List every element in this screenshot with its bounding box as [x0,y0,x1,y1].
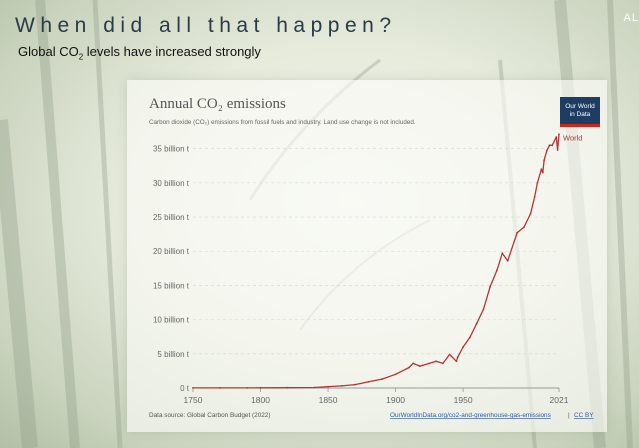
data-point [545,149,548,152]
x-tick-label: 1900 [386,395,405,405]
data-point [354,383,356,386]
source-link[interactable]: OurWorldInData.org/co2-and-greenhouse-ga… [390,412,551,419]
data-point [548,144,551,147]
data-point [219,387,221,389]
data-point [340,385,343,387]
slide-subtitle: Global CO2 levels have increased strongl… [18,44,261,62]
data-point [529,212,532,215]
data-point [558,133,560,136]
data-point [482,308,485,311]
data-point [448,353,451,356]
slide-title: When did all that happen? [15,14,397,37]
co2-chart: Annual CO₂ emissions Carbon dioxide (CO₂… [149,96,594,419]
y-tick-label: 15 billion t [153,281,190,290]
data-point [540,168,543,171]
data-point [246,387,248,389]
data-point [412,362,414,365]
y-tick-label: 30 billion t [153,179,190,188]
data-point [462,346,464,348]
grid-lines [193,148,559,389]
data-point [381,378,383,380]
data-point [286,386,289,389]
y-tick-label: 20 billion t [153,247,190,256]
subtitle-suffix: levels have increased strongly [83,44,261,59]
owid-logo[interactable]: Our World in Data [560,97,600,127]
data-point [313,386,316,389]
data-point [536,182,539,184]
chart-title: Annual CO₂ emissions [149,96,286,112]
x-tick-label: 2021 [550,395,569,405]
data-point [496,269,498,272]
data-point [259,386,262,389]
subtitle-subscript: 2 [78,52,84,62]
license-link[interactable]: CC BY [574,412,594,419]
data-point [475,322,478,325]
data-point [408,366,410,369]
data-point [419,365,421,367]
y-tick-label: 10 billion t [153,316,190,325]
data-point [551,144,554,147]
data-point [421,364,424,367]
x-tick-label: 1750 [184,395,203,405]
subtitle-prefix: Global CO [18,44,79,59]
data-point [506,259,509,262]
series-line-world [193,134,560,389]
y-tick-label: 0 t [180,384,190,393]
data-point [367,380,370,383]
owid-logo-line1: Our World [565,103,595,110]
x-tick-label: 1800 [251,395,270,405]
data-source: Data source: Global Carbon Budget (2022) [149,412,271,419]
series-label-world: World [563,133,582,142]
series-layer: World [192,133,582,389]
data-point [523,226,525,229]
data-point [533,195,536,198]
data-point [394,373,397,376]
data-point [543,159,545,162]
data-point [435,360,437,363]
data-point [428,362,431,365]
data-point [442,362,444,365]
data-point [501,252,504,255]
link-separator: | [568,412,570,419]
y-tick-label: 5 billion t [157,350,189,359]
data-point [469,336,471,339]
data-point [516,231,518,234]
data-point [455,360,458,363]
data-point [556,149,559,151]
y-axis-labels: 0 t 5 billion t 10 billion t 15 billion t 20… [153,145,190,393]
data-point [489,285,491,288]
x-axis-labels: 1750 1800 1850 1900 1950 2021 [184,388,569,405]
corner-logo-text: AL [623,12,639,24]
y-tick-label: 35 billion t [153,145,190,154]
data-point [327,385,329,388]
data-point [541,171,544,174]
data-point [555,136,558,138]
data-point [192,387,194,389]
owid-logo-line2: in Data [569,111,591,118]
y-tick-label: 25 billion t [153,213,190,222]
chart-subtitle: Carbon dioxide (CO₂) emissions from foss… [149,119,416,126]
x-tick-label: 1850 [319,395,338,405]
chart-card: Annual CO₂ emissions Carbon dioxide (CO₂… [127,80,607,432]
x-tick-label: 1950 [454,395,473,405]
data-point [456,356,459,359]
